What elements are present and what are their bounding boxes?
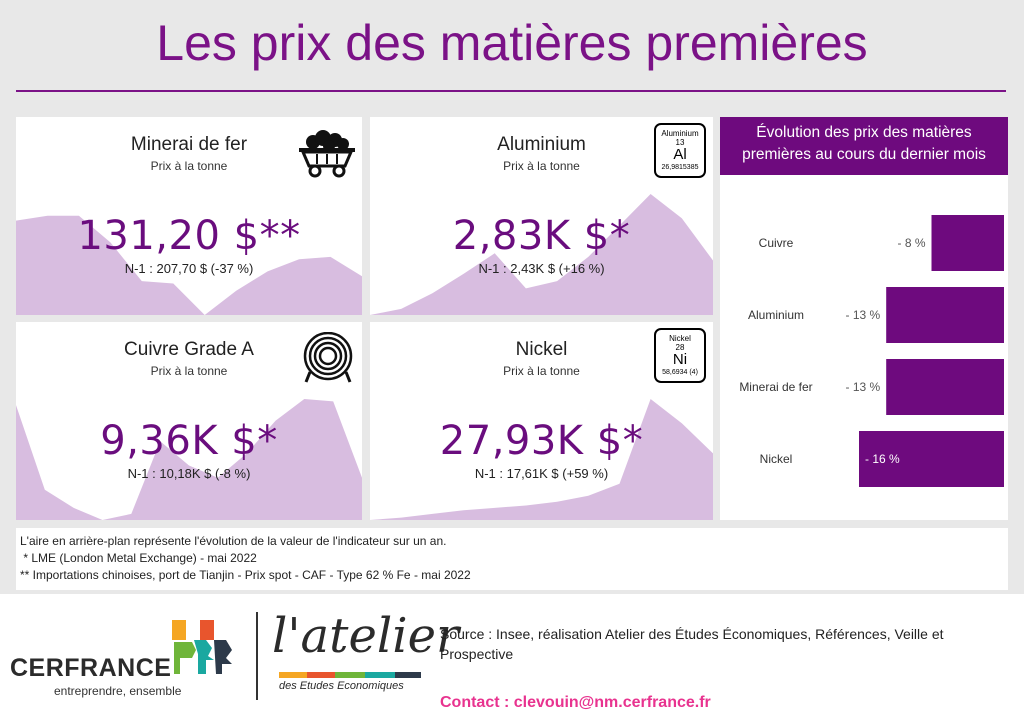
atelier-color-bar [279,672,421,678]
data-label: - 13 % [846,380,881,394]
card-subtitle: Prix à la tonne [150,364,228,378]
element-name: Aluminium [661,129,699,138]
monthly-change-bar-chart: Cuivre - 8 % Aluminium - 13 % Minerai de fer… [739,215,1004,487]
footnotes: L'aire en arrière-plan représente l'évol… [16,528,1008,590]
element-tile-icon: Aluminium 13 Al 26,9815385 [654,123,706,178]
atelier-logo: l'atelier [272,608,459,664]
card-aluminium: Aluminium Prix à la tonne 2,83K $* N-1 :… [370,117,713,315]
element-name: Nickel [669,334,691,343]
monthly-change-panel: Évolution des prix des matières première… [720,117,1008,520]
card-minerai-de-fer: Minerai de fer Prix à la tonne 131,20 $*… [16,117,362,315]
trend-area [16,399,362,520]
page-title: Les prix des matières premières [156,15,868,71]
card-previous-year: N-1 : 207,70 $ (-37 %) [124,261,254,276]
source-text: Source : Insee, réalisation Atelier des … [440,626,944,662]
card-subtitle: Prix à la tonne [503,364,580,378]
bar-cuivre [931,215,1004,271]
trend-area-fill [370,194,713,315]
atelier-subtitle: des Etudes Economiques [279,680,404,692]
card-previous-year: N-1 : 17,61K $ (+59 %) [474,466,609,481]
card-previous-year: N-1 : 10,18K $ (-8 %) [127,466,251,481]
card-subtitle: Prix à la tonne [150,159,228,173]
title-divider [16,90,1006,92]
card-value: 2,83K $* [452,213,631,259]
trend-area [16,215,362,315]
card-title: Nickel [515,339,568,360]
element-number: 13 [675,138,685,147]
footer: CERFRANCE entreprendre, ensemble l'ateli… [0,594,1024,720]
bar-aluminium [886,287,1004,343]
bar-nickel [859,431,1004,487]
trend-area-fill [370,399,713,520]
element-symbol: Ni [672,351,688,368]
mine-cart-icon [299,130,355,178]
card-subtitle: Prix à la tonne [503,159,580,173]
bar-minerai-de-fer [886,359,1004,415]
trend-area [370,399,713,520]
card-value: 131,20 $** [77,213,301,259]
card-title: Minerai de fer [130,134,248,155]
card-title: Aluminium [497,134,586,155]
footnote-line: ** Importations chinoises, port de Tianj… [20,568,471,582]
data-label: - 8 % [897,236,925,250]
trend-area [370,194,713,315]
element-tile-icon: Nickel 28 Ni 58,6934 (4) [654,328,706,383]
card-title: Cuivre Grade A [124,339,254,360]
cerfrance-name: CERFRANCE [10,654,172,682]
card-value: 9,36K $* [100,418,278,464]
element-mass: 26,9815385 [661,164,699,171]
trend-area-fill [16,399,362,520]
element-number: 28 [675,343,685,352]
trend-area-fill [16,215,362,315]
card-cuivre: Cuivre Grade A Prix à la tonne 9,36K $* … [16,322,362,520]
category-label: Minerai de fer [739,380,812,394]
cerfrance-logo-icon [172,620,232,674]
category-label: Nickel [760,452,793,466]
card-previous-year: N-1 : 2,43K $ (+16 %) [478,261,605,276]
footnote-line: L'aire en arrière-plan représente l'évol… [20,534,447,548]
footnote-line: * LME (London Metal Exchange) - mai 2022 [20,551,257,565]
data-label: - 13 % [846,308,881,322]
card-value: 27,93K $* [439,418,644,464]
bar-chart-title: Évolution des prix des matières première… [720,117,1008,175]
copper-coil-icon [303,332,353,383]
data-label: - 16 % [865,452,900,466]
cerfrance-tagline: entreprendre, ensemble [54,684,182,698]
card-nickel: Nickel Prix à la tonne 27,93K $* N-1 : 1… [370,322,713,520]
element-symbol: Al [673,146,687,163]
category-label: Cuivre [759,236,794,250]
element-mass: 58,6934 (4) [662,369,698,376]
contact-link[interactable]: Contact : clevouin@nm.cerfrance.fr [440,694,711,711]
category-label: Aluminium [748,308,804,322]
footer-divider [256,612,258,700]
